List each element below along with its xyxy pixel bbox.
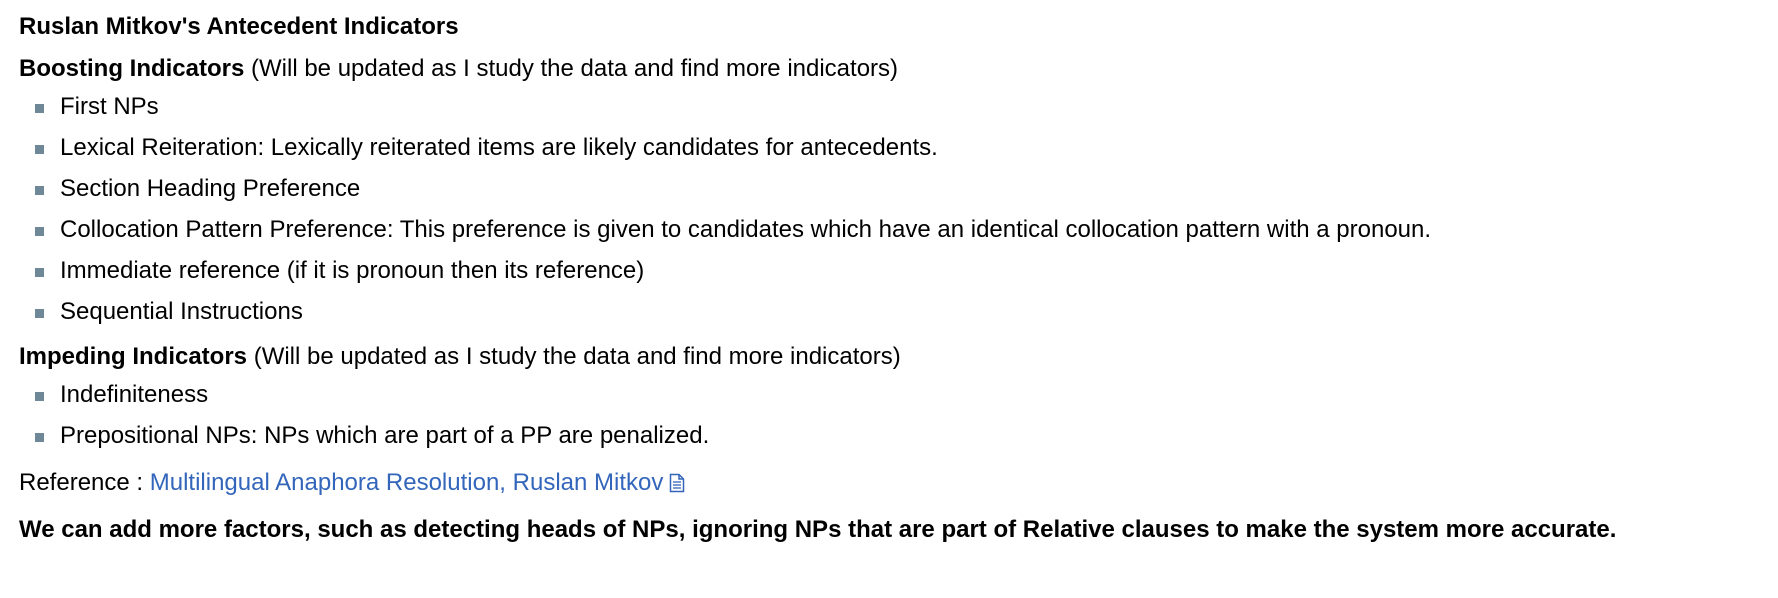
square-bullet-icon	[35, 309, 44, 318]
reference-link-text: Multilingual Anaphora Resolution, Ruslan…	[149, 469, 664, 496]
reference-line: Reference : Multilingual Anaphora Resolu…	[19, 468, 1778, 501]
list-item-text: Indefiniteness	[60, 381, 209, 408]
list-item-text: Sequential Instructions	[60, 298, 303, 325]
page-title: Ruslan Mitkov's Antecedent Indicators	[19, 13, 459, 40]
list-item: Section Heading Preference	[19, 174, 1778, 215]
list-item: First NPs	[19, 92, 1778, 133]
square-bullet-icon	[35, 186, 44, 195]
list-item-text: Section Heading Preference	[60, 175, 361, 202]
list-item-text: Collocation Pattern Preference: This pre…	[60, 216, 1432, 243]
list-item: Collocation Pattern Preference: This pre…	[19, 215, 1778, 256]
boosting-note: (Will be updated as I study the data and…	[251, 55, 899, 82]
square-bullet-icon	[35, 145, 44, 154]
list-item-text: Lexical Reiteration: Lexically reiterate…	[60, 134, 938, 161]
list-item: Prepositional NPs: NPs which are part of…	[19, 421, 1778, 462]
closing-statement: We can add more factors, such as detecti…	[19, 516, 1617, 543]
boosting-list: First NPs Lexical Reiteration: Lexically…	[19, 92, 1778, 338]
impeding-list: Indefiniteness Prepositional NPs: NPs wh…	[19, 380, 1778, 462]
list-item: Sequential Instructions	[19, 297, 1778, 338]
list-item: Immediate reference (if it is pronoun th…	[19, 256, 1778, 297]
list-item-text: Immediate reference (if it is pronoun th…	[60, 257, 645, 284]
reference-link[interactable]: Multilingual Anaphora Resolution, Ruslan…	[150, 469, 686, 496]
list-item-text: First NPs	[60, 93, 159, 120]
boosting-section-heading: Boosting Indicators (Will be updated as …	[19, 54, 1778, 84]
document-icon	[669, 471, 685, 501]
square-bullet-icon	[35, 227, 44, 236]
square-bullet-icon	[35, 392, 44, 401]
list-item: Indefiniteness	[19, 380, 1778, 421]
impeding-section-heading: Impeding Indicators (Will be updated as …	[19, 342, 1778, 372]
square-bullet-icon	[35, 104, 44, 113]
list-item: Lexical Reiteration: Lexically reiterate…	[19, 133, 1778, 174]
impeding-note: (Will be updated as I study the data and…	[253, 343, 901, 370]
boosting-heading: Boosting Indicators	[19, 55, 245, 82]
list-item-text: Prepositional NPs: NPs which are part of…	[60, 422, 710, 449]
square-bullet-icon	[35, 433, 44, 442]
reference-label: Reference :	[19, 469, 144, 496]
square-bullet-icon	[35, 268, 44, 277]
impeding-heading: Impeding Indicators	[19, 343, 248, 370]
